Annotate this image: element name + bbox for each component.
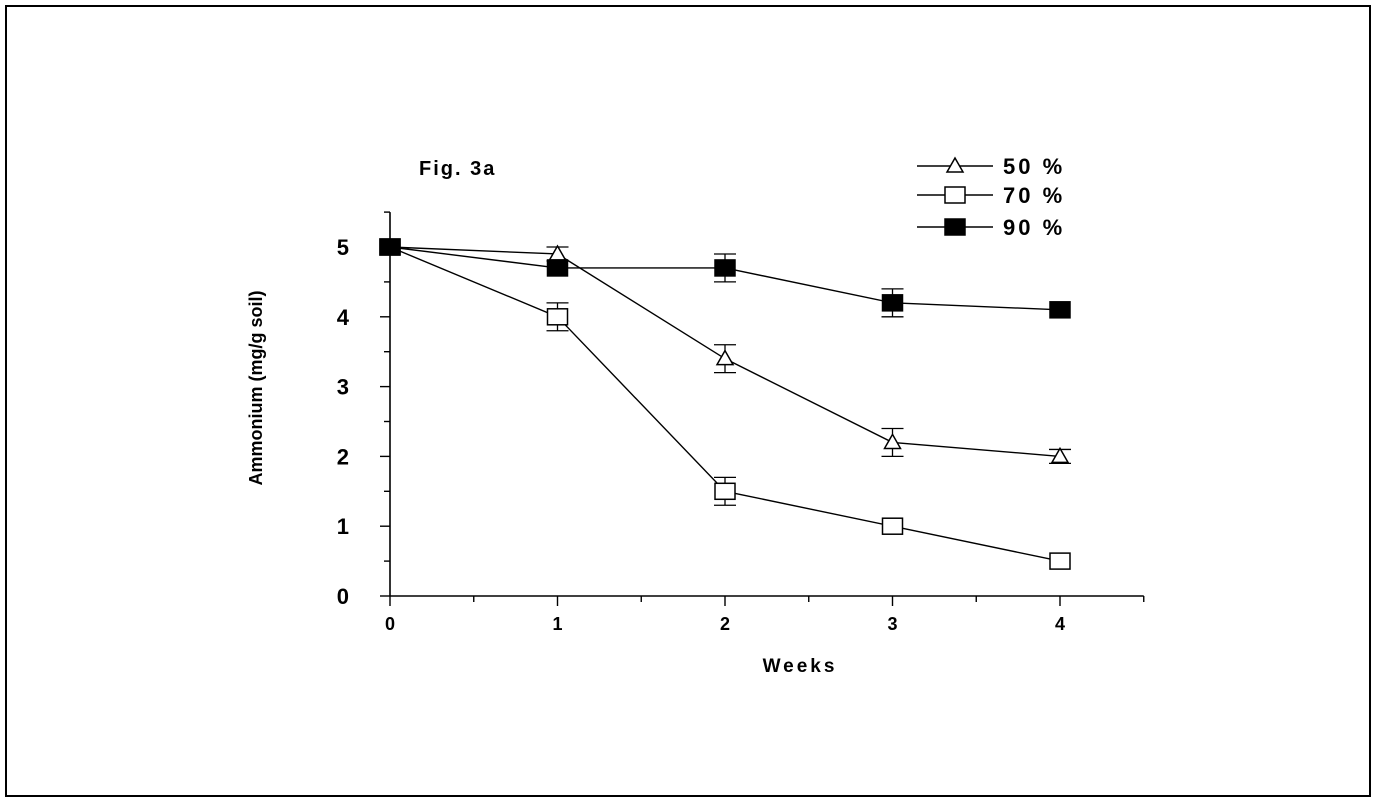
legend-entry-1: 70 % xyxy=(917,183,1065,208)
data-point xyxy=(881,294,904,312)
series-1 xyxy=(379,238,1071,570)
x-tick-label: 4 xyxy=(1055,614,1065,634)
y-tick-label: 4 xyxy=(337,305,350,330)
y-tick-label: 0 xyxy=(337,584,349,609)
y-tick-label: 5 xyxy=(337,235,349,260)
y-axis-label: Ammonium (mg/g soil) xyxy=(246,291,266,486)
axes: 0 1 2 3 4 0 1 2 3 4 5 xyxy=(337,211,1145,634)
data-point xyxy=(1050,446,1070,464)
data-point xyxy=(548,244,567,261)
data-point xyxy=(714,482,736,501)
figure-frame xyxy=(5,5,1371,797)
x-tick-label: 2 xyxy=(720,614,730,634)
data-point xyxy=(714,259,736,277)
series-2 xyxy=(379,238,1071,319)
y-tick-label: 1 xyxy=(337,514,349,539)
series-group xyxy=(379,237,1071,570)
data-point xyxy=(1049,301,1071,319)
y-tick-label: 3 xyxy=(337,375,349,400)
legend-entry-2: 90 % xyxy=(917,215,1065,240)
x-tick-label: 3 xyxy=(887,614,897,634)
x-tick-label: 0 xyxy=(385,614,395,634)
legend-marker xyxy=(945,156,965,173)
legend-marker xyxy=(944,218,966,236)
legend-entry-0: 50 % xyxy=(917,154,1065,179)
data-point xyxy=(379,238,401,256)
data-point xyxy=(883,432,902,450)
legend-label: 50 % xyxy=(1003,154,1065,179)
data-point xyxy=(546,259,569,277)
legend-marker xyxy=(944,186,966,204)
data-point xyxy=(1049,552,1071,570)
data-point xyxy=(546,308,569,326)
legend: 50 % 70 % 90 % xyxy=(917,154,1065,240)
legend-label: 90 % xyxy=(1003,215,1065,240)
x-tick-label: 1 xyxy=(552,614,562,634)
series-line xyxy=(389,246,1061,562)
data-point xyxy=(715,349,735,366)
x-axis-label: Weeks xyxy=(763,656,838,677)
data-point xyxy=(881,517,904,535)
chart-title: Fig. 3a xyxy=(419,158,496,180)
legend-label: 70 % xyxy=(1003,183,1065,208)
y-tick-label: 2 xyxy=(337,444,349,469)
